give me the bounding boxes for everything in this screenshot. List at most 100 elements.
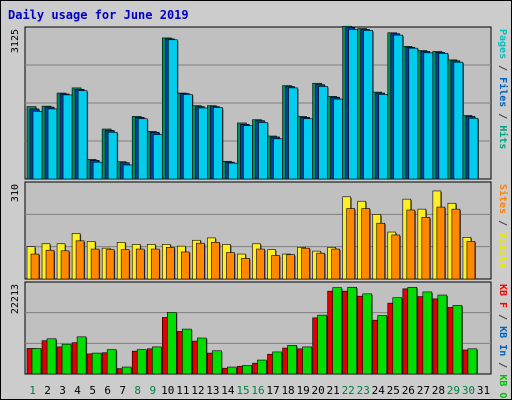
bar-pages — [273, 138, 283, 180]
bar-pages — [198, 107, 208, 180]
bar-pages — [363, 30, 374, 180]
bar-kb-out — [136, 349, 147, 375]
bar-sites — [466, 241, 476, 280]
bar-kb-out — [242, 365, 252, 375]
series-legend-hits-files-pages: Pages / Files / Hits — [497, 29, 509, 149]
legend-entry: KB F — [497, 284, 508, 308]
series-legend-visits-sites: Sites / Visits — [497, 184, 509, 268]
bar-kb-out — [287, 345, 297, 375]
x-tick-label: 12 — [191, 384, 204, 397]
bar-sites — [196, 242, 205, 280]
x-tick-label: 15 — [236, 384, 249, 397]
bar-kb-out — [437, 294, 448, 375]
bar-kb-out — [452, 305, 463, 375]
legend-entry: / — [497, 214, 508, 232]
x-tick-label: 10 — [161, 384, 174, 397]
x-tick-label: 25 — [387, 384, 400, 397]
x-tick-label: 30 — [462, 384, 475, 397]
bar-pages — [32, 110, 43, 180]
bar-sites — [406, 209, 416, 280]
x-tick-label: 31 — [477, 384, 490, 397]
bar-kb-out — [46, 338, 57, 375]
chart-title: Daily usage for June 2019 — [8, 8, 189, 22]
bar-kb-out — [257, 359, 267, 375]
bar-pages — [333, 98, 343, 180]
y-max-label: 22213 — [10, 284, 21, 314]
bar-sites — [150, 248, 160, 280]
legend-entry: / — [497, 107, 508, 125]
bar-sites — [45, 249, 55, 280]
legend-entry: / — [497, 308, 508, 326]
y-max-label: 310 — [10, 184, 21, 202]
x-tick-label: 3 — [59, 384, 66, 397]
bar-sites — [105, 249, 115, 280]
x-tick-label: 11 — [176, 384, 189, 397]
x-tick-label: 4 — [74, 384, 81, 397]
bar-pages — [137, 118, 148, 180]
x-tick-label: 9 — [149, 384, 156, 397]
y-max-label: 3125 — [10, 29, 21, 53]
x-tick-label: 23 — [357, 384, 370, 397]
x-tick-label: 17 — [266, 384, 279, 397]
x-tick-label: 24 — [372, 384, 386, 397]
bar-pages — [77, 90, 88, 180]
bar-pages — [122, 164, 133, 180]
x-tick-label: 14 — [221, 384, 235, 397]
bar-sites — [436, 206, 446, 280]
bar-sites — [256, 248, 265, 280]
bar-sites — [361, 208, 371, 280]
bar-kb-out — [227, 366, 237, 375]
bar-pages — [378, 94, 389, 180]
bar-kb-out — [197, 337, 207, 375]
bar-pages — [423, 52, 434, 180]
bar-kb-out — [121, 366, 132, 375]
bar-sites — [421, 217, 431, 280]
x-tick-label: 29 — [447, 384, 460, 397]
bar-kb-out — [407, 286, 418, 375]
bar-kb-out — [362, 293, 373, 375]
legend-entry: Visits — [497, 232, 509, 268]
bar-sites — [90, 248, 100, 280]
bar-pages — [107, 131, 118, 180]
x-tick-label: 16 — [251, 384, 264, 397]
bar-pages — [183, 94, 193, 180]
bar-kb-out — [317, 314, 327, 375]
bar-pages — [167, 39, 178, 180]
x-tick-label: 21 — [327, 384, 340, 397]
bar-kb-out — [212, 350, 222, 375]
x-tick-label: 1 — [29, 384, 36, 397]
bar-pages — [393, 34, 404, 180]
legend-entry: Sites — [497, 184, 509, 214]
bar-sites — [135, 248, 145, 280]
bar-sites — [391, 234, 401, 280]
bar-kb-out — [151, 346, 162, 375]
bar-sites — [451, 208, 461, 280]
bar-pages — [453, 61, 464, 180]
bar-kb-out — [106, 349, 117, 375]
bar-pages — [62, 94, 73, 180]
bar-kb-out — [422, 291, 433, 375]
x-tick-label: 13 — [206, 384, 219, 397]
bar-kb-out — [76, 336, 87, 375]
x-tick-label: 27 — [417, 384, 430, 397]
bar-kb-out — [467, 348, 478, 375]
bar-sites — [376, 222, 386, 280]
bar-sites — [211, 242, 220, 280]
bar-pages — [348, 29, 358, 180]
bar-sites — [165, 246, 175, 280]
series-legend-kb-in-out: KB F / KB In / KB Out — [497, 284, 508, 399]
bar-pages — [468, 117, 479, 180]
bar-sites — [60, 250, 70, 280]
bar-kb-out — [166, 312, 177, 375]
bar-pages — [318, 86, 328, 180]
x-tick-label: 18 — [281, 384, 294, 397]
bar-pages — [288, 87, 298, 180]
bar-pages — [303, 118, 313, 180]
bar-kb-out — [91, 352, 102, 375]
bar-sites — [241, 258, 250, 280]
legend-entry: KB In — [497, 326, 508, 356]
bar-pages — [92, 161, 103, 180]
bar-sites — [226, 252, 235, 280]
